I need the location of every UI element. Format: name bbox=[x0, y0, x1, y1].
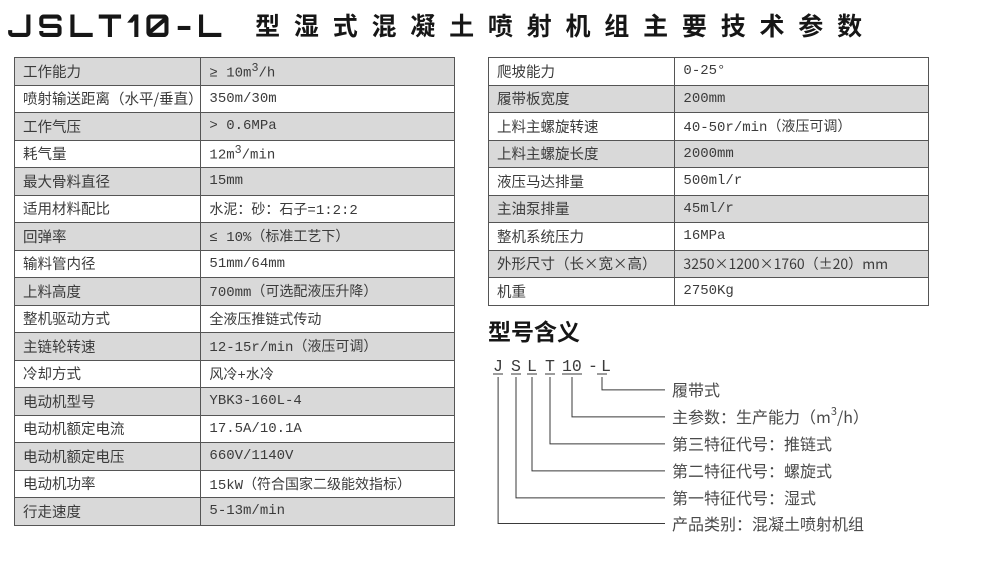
svg-text:L: L bbox=[527, 357, 537, 376]
svg-text:第二特征代号：螺旋式: 第二特征代号：螺旋式 bbox=[672, 458, 832, 482]
svg-text:J: J bbox=[493, 357, 503, 376]
svg-text:主参数：生产能力（m3/h）: 主参数：生产能力（m3/h） bbox=[672, 403, 869, 428]
svg-text:第三特征代号：推链式: 第三特征代号：推链式 bbox=[672, 431, 832, 455]
svg-text:T: T bbox=[545, 357, 555, 376]
svg-text:S: S bbox=[511, 357, 521, 376]
svg-text:第一特征代号：湿式: 第一特征代号：湿式 bbox=[672, 485, 816, 509]
svg-text:10: 10 bbox=[562, 357, 582, 376]
svg-text:产品类别：混凝土喷射机组: 产品类别：混凝土喷射机组 bbox=[672, 511, 864, 535]
svg-text:L: L bbox=[601, 357, 611, 376]
svg-text:-: - bbox=[588, 357, 598, 376]
svg-text:履带式: 履带式 bbox=[672, 377, 720, 401]
